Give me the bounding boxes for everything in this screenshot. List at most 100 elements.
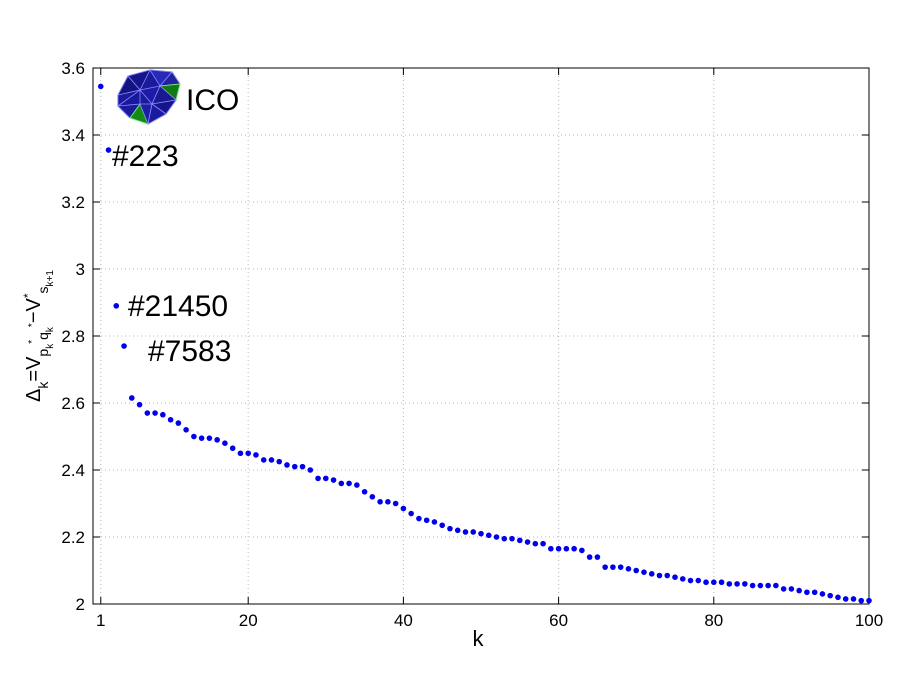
data-point bbox=[462, 529, 469, 535]
data-point bbox=[586, 554, 593, 560]
data-point bbox=[167, 416, 174, 423]
data-point bbox=[555, 545, 562, 552]
data-point bbox=[136, 401, 143, 408]
data-point bbox=[330, 477, 337, 483]
data-point bbox=[214, 437, 220, 443]
data-point bbox=[423, 517, 430, 524]
data-point bbox=[532, 540, 539, 547]
data-point bbox=[656, 572, 663, 579]
data-point bbox=[113, 303, 120, 309]
data-point bbox=[485, 532, 492, 539]
data-point bbox=[144, 410, 151, 416]
data-point bbox=[478, 530, 484, 537]
data-point bbox=[447, 525, 453, 532]
data-points bbox=[97, 83, 872, 604]
y-axis-label: Δk=Vpk*qk*−V*sk+1 bbox=[21, 270, 56, 402]
data-point bbox=[501, 535, 508, 542]
data-point bbox=[695, 577, 702, 584]
data-point bbox=[175, 420, 182, 426]
data-point bbox=[268, 457, 275, 463]
data-point bbox=[703, 579, 709, 586]
data-point bbox=[866, 597, 872, 604]
data-point bbox=[734, 581, 740, 587]
data-point bbox=[454, 527, 461, 534]
data-point bbox=[819, 591, 826, 597]
y-tick-label: 3.4 bbox=[61, 126, 85, 145]
data-point bbox=[354, 482, 360, 488]
data-point bbox=[299, 463, 306, 470]
data-point bbox=[579, 547, 585, 554]
data-point bbox=[842, 596, 849, 602]
data-point bbox=[765, 582, 771, 589]
svg-text:Δk=Vpk*qk*−V*sk+1: Δk=Vpk*qk*−V*sk+1 bbox=[21, 270, 56, 402]
data-point bbox=[742, 581, 748, 587]
data-point bbox=[198, 435, 205, 441]
data-point bbox=[385, 499, 391, 505]
y-tick-label: 2.8 bbox=[61, 327, 85, 346]
x-tick-label: 80 bbox=[704, 611, 723, 630]
data-point bbox=[835, 594, 841, 601]
data-point bbox=[563, 545, 570, 552]
data-point bbox=[183, 427, 189, 433]
data-point bbox=[361, 488, 368, 495]
x-axis-label: k bbox=[473, 626, 485, 651]
icosahedron-polyhedron-icon bbox=[116, 69, 181, 126]
x-tick-label: 60 bbox=[549, 611, 568, 630]
data-point bbox=[757, 582, 764, 589]
y-tick-label: 2.2 bbox=[61, 528, 85, 547]
data-point bbox=[291, 463, 298, 470]
data-point bbox=[648, 571, 655, 577]
data-point bbox=[687, 577, 694, 584]
data-point bbox=[160, 411, 166, 418]
data-point bbox=[191, 433, 197, 440]
data-point bbox=[827, 592, 833, 599]
data-point bbox=[253, 452, 259, 458]
annotation-ico: ICO bbox=[186, 84, 239, 117]
data-point bbox=[850, 596, 857, 602]
data-point bbox=[602, 564, 608, 570]
data-point bbox=[796, 587, 802, 594]
data-point bbox=[711, 579, 717, 586]
data-point bbox=[392, 500, 399, 507]
data-point bbox=[664, 572, 671, 579]
data-point bbox=[237, 450, 244, 457]
y-tick-label: 2.4 bbox=[61, 461, 85, 480]
data-point bbox=[152, 410, 158, 416]
annotation-21450: #21450 bbox=[128, 290, 228, 323]
data-point bbox=[260, 457, 267, 463]
y-tick-label: 3 bbox=[76, 260, 85, 279]
data-point bbox=[416, 515, 422, 522]
data-point bbox=[788, 586, 795, 592]
data-point bbox=[408, 510, 414, 517]
data-point bbox=[369, 494, 376, 500]
data-point bbox=[206, 435, 213, 441]
y-tick-label: 2 bbox=[76, 595, 85, 614]
data-point bbox=[493, 534, 500, 540]
data-point bbox=[672, 574, 678, 580]
data-point bbox=[470, 529, 477, 535]
data-point bbox=[858, 597, 865, 604]
data-point bbox=[749, 582, 756, 589]
data-point bbox=[718, 579, 725, 586]
data-point bbox=[276, 458, 283, 465]
data-point bbox=[679, 576, 686, 582]
data-point bbox=[811, 589, 818, 596]
data-point bbox=[509, 535, 515, 542]
data-point bbox=[524, 539, 531, 545]
x-tick-label: 1 bbox=[96, 611, 105, 630]
data-point bbox=[780, 586, 787, 592]
data-point bbox=[594, 554, 601, 560]
data-point bbox=[540, 540, 546, 547]
data-point bbox=[245, 450, 251, 457]
data-point bbox=[773, 582, 779, 589]
data-point bbox=[548, 545, 554, 552]
data-point bbox=[400, 505, 407, 512]
data-point bbox=[307, 467, 314, 473]
data-point bbox=[641, 569, 647, 575]
y-tick-label: 3.2 bbox=[61, 193, 85, 212]
x-tick-label: 20 bbox=[239, 611, 258, 630]
y-tick-label: 2.6 bbox=[61, 394, 85, 413]
data-point bbox=[377, 499, 383, 505]
data-point bbox=[625, 566, 632, 572]
